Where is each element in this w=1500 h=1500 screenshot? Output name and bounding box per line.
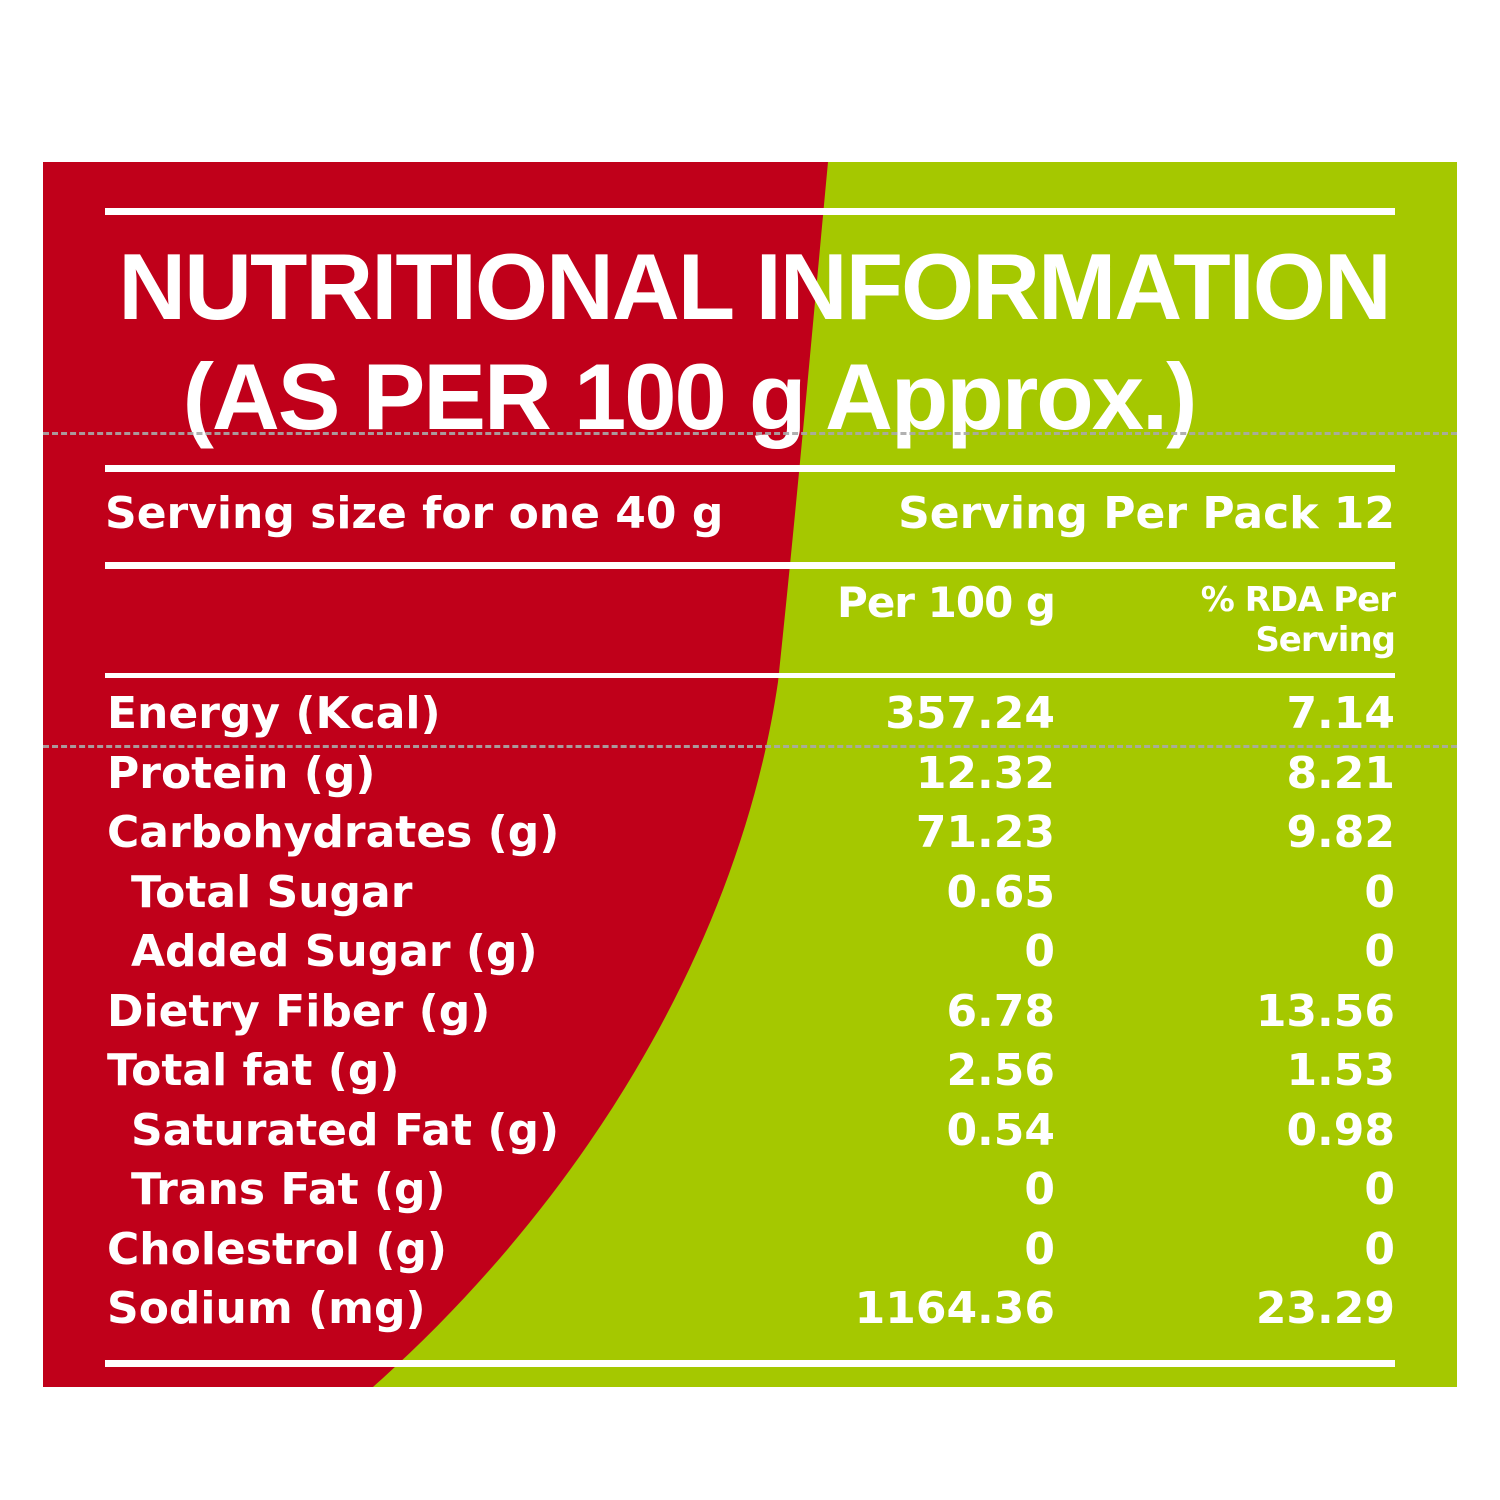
nutrient-name: Cholestrol (g) xyxy=(107,1223,448,1275)
nutrient-row: Sodium (mg) 1164.36 23.29 xyxy=(43,1279,1457,1339)
nutrition-label-panel: NUTRITIONAL INFORMATION (AS PER 100 g Ap… xyxy=(43,162,1457,1387)
value-per-100g: 6.78 xyxy=(946,985,1055,1037)
nutrient-name: Total Sugar xyxy=(131,866,413,918)
value-per-100g: 12.32 xyxy=(915,747,1055,799)
nutrient-row: Total Sugar 0.65 0 xyxy=(43,863,1457,923)
nutrient-name: Dietry Fiber (g) xyxy=(107,985,491,1037)
header-bottom-rule xyxy=(105,673,1395,678)
column-header-rda: % RDA Per Serving xyxy=(1200,580,1396,660)
nutrient-row: Energy (Kcal) 357.24 7.14 xyxy=(43,684,1457,744)
nutrient-name: Total fat (g) xyxy=(107,1045,400,1096)
nutrient-row: Added Sugar (g) 0 0 xyxy=(43,922,1457,982)
value-rda: 0 xyxy=(1364,866,1395,918)
value-rda: 7.14 xyxy=(1286,688,1395,739)
value-rda: 13.56 xyxy=(1255,985,1395,1037)
value-per-100g: 0.65 xyxy=(946,866,1055,918)
nutrient-row: Saturated Fat (g) 0.54 0.98 xyxy=(43,1101,1457,1161)
value-per-100g: 0 xyxy=(1024,1223,1055,1275)
nutrient-row: Protein (g) 12.32 8.21 xyxy=(43,744,1457,804)
dashed-guide-bottom xyxy=(43,745,1457,748)
servings-per-pack: Serving Per Pack 12 xyxy=(898,488,1395,539)
nutrient-name: Sodium (mg) xyxy=(107,1283,426,1334)
title-line-2: (AS PER 100 g Approx.) xyxy=(182,344,1198,449)
value-per-100g: 0.54 xyxy=(946,1104,1055,1156)
value-rda: 8.21 xyxy=(1286,747,1395,799)
value-per-100g: 2.56 xyxy=(946,1045,1055,1096)
nutrient-name: Added Sugar (g) xyxy=(131,926,538,977)
top-rule xyxy=(105,208,1395,215)
value-per-100g: 357.24 xyxy=(885,688,1055,739)
value-per-100g: 0 xyxy=(1024,1164,1055,1215)
nutrient-table: Energy (Kcal) 357.24 7.14 Protein (g) 12… xyxy=(43,684,1457,1339)
nutrient-row: Total fat (g) 2.56 1.53 xyxy=(43,1041,1457,1101)
nutrient-name: Energy (Kcal) xyxy=(107,688,441,739)
value-per-100g: 71.23 xyxy=(915,807,1055,858)
value-rda: 1.53 xyxy=(1286,1045,1395,1096)
serving-size: Serving size for one 40 g xyxy=(105,488,724,539)
value-per-100g: 0 xyxy=(1024,926,1055,977)
nutrient-row: Cholestrol (g) 0 0 xyxy=(43,1220,1457,1280)
nutrient-name: Saturated Fat (g) xyxy=(131,1104,560,1156)
nutrient-name: Trans Fat (g) xyxy=(131,1164,446,1215)
column-header-per-100g: Per 100 g xyxy=(837,578,1056,627)
value-rda: 9.82 xyxy=(1286,807,1395,858)
nutrient-name: Carbohydrates (g) xyxy=(107,807,560,858)
value-rda: 0 xyxy=(1364,926,1395,977)
column-header-rda-line-1: % RDA Per xyxy=(1200,580,1396,620)
value-per-100g: 1164.36 xyxy=(854,1283,1055,1334)
title-line-1: NUTRITIONAL INFORMATION xyxy=(118,234,1392,339)
value-rda: 0.98 xyxy=(1286,1104,1395,1156)
value-rda: 0 xyxy=(1364,1164,1395,1215)
value-rda: 23.29 xyxy=(1255,1283,1395,1334)
title-bottom-rule xyxy=(105,465,1395,472)
nutrient-row: Trans Fat (g) 0 0 xyxy=(43,1160,1457,1220)
value-rda: 0 xyxy=(1364,1223,1395,1275)
nutrient-row: Dietry Fiber (g) 6.78 13.56 xyxy=(43,982,1457,1042)
nutrient-name: Protein (g) xyxy=(107,747,376,799)
bottom-rule xyxy=(105,1360,1395,1367)
column-header-rda-line-2: Serving xyxy=(1255,620,1396,660)
nutrient-row: Carbohydrates (g) 71.23 9.82 xyxy=(43,803,1457,863)
dashed-guide-top xyxy=(43,432,1457,435)
serving-bottom-rule xyxy=(105,562,1395,569)
